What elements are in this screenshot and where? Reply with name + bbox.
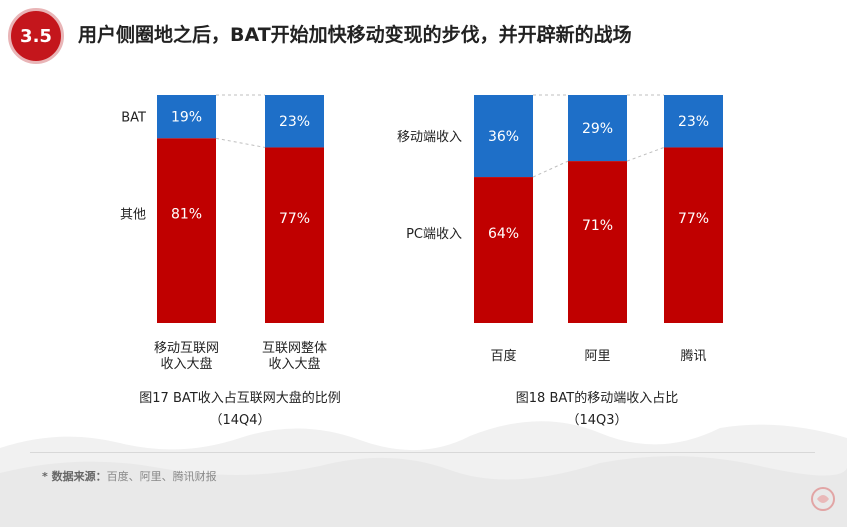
bar-value-label: 64% [488,226,519,242]
bar-segment-mobile [664,95,723,148]
chart-caption: （14Q4） [209,413,270,428]
seal-logo [811,487,835,511]
bar-segment-pc [474,177,533,323]
background-mountains [0,421,847,527]
chart-caption: （14Q3） [566,413,627,428]
bar-value-label: 23% [279,114,310,130]
category-label: 百度 [490,348,516,364]
bar-segment-mobile [474,95,533,178]
section-number-badge: 3.5 [8,8,64,64]
bar-value-label: 77% [279,211,310,227]
bar-value-label: 29% [582,121,613,137]
bar-segment-pc [664,147,723,323]
chart-caption: 图18 BAT的移动端收入占比 [516,390,678,406]
series-label: 其他 [120,208,146,223]
bar-segment-bat [265,95,324,148]
bar-value-label: 81% [171,207,202,223]
bar-value-label: 19% [171,110,202,126]
category-label: 收入大盘 [160,356,212,372]
category-label: 阿里 [584,349,610,364]
bar-segment-mobile [568,95,627,162]
bar-value-label: 36% [488,129,519,145]
series-label: PC端收入 [406,227,462,242]
bar-segment-pc [568,161,627,323]
data-source-prefix: * 数据来源： [42,470,107,483]
category-label: 移动互联网 [154,341,219,356]
bar-segment-bat [157,95,216,139]
page-title: 用户侧圈地之后，BAT开始加快移动变现的步伐，并开辟新的战场 [78,24,632,46]
bar-segment-other [265,147,324,323]
bar-value-label: 23% [678,114,709,130]
connector-boundary-line [532,160,569,178]
section-number: 3.5 [20,25,52,47]
bar-value-label: 71% [582,218,613,234]
category-label: 腾讯 [680,348,706,364]
connector-boundary-line [215,137,266,148]
bar-value-label: 77% [678,211,709,227]
category-label: 收入大盘 [268,356,320,372]
data-source-text: 百度、阿里、腾讯财报 [106,470,217,483]
footer-divider [30,452,815,453]
chart-caption: 图17 BAT收入占互联网大盘的比例 [139,390,340,406]
series-label: BAT [121,111,146,126]
series-label: 移动端收入 [397,130,462,145]
bar-segment-other [157,138,216,323]
category-label: 互联网整体 [262,341,327,356]
connector-boundary-line [626,146,665,162]
data-source-note: * 数据来源：百度、阿里、腾讯财报 [42,468,217,484]
